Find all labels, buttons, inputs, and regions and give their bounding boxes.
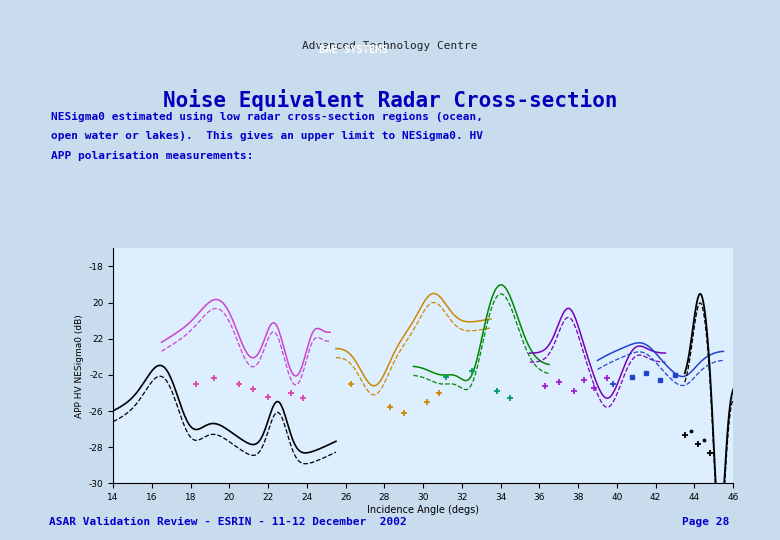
Text: Page 28: Page 28 xyxy=(682,517,729,527)
Text: BAE SYSTEMS: BAE SYSTEMS xyxy=(319,45,388,55)
Text: open water or lakes).  This gives an upper limit to NESigma0. HV: open water or lakes). This gives an uppe… xyxy=(51,131,483,141)
Y-axis label: APP HV NESigma0 (dB): APP HV NESigma0 (dB) xyxy=(76,314,84,418)
Text: Advanced Technology Centre: Advanced Technology Centre xyxy=(303,41,477,51)
Text: Noise Equivalent Radar Cross-section: Noise Equivalent Radar Cross-section xyxy=(163,89,617,111)
Text: ASAR Validation Review - ESRIN - 11-12 December  2002: ASAR Validation Review - ESRIN - 11-12 D… xyxy=(49,517,407,527)
Text: APP polarisation measurements:: APP polarisation measurements: xyxy=(51,151,254,161)
X-axis label: Incidence Angle (degs): Incidence Angle (degs) xyxy=(367,505,479,515)
Text: NESigma0 estimated using low radar cross-section regions (ocean,: NESigma0 estimated using low radar cross… xyxy=(51,112,483,122)
